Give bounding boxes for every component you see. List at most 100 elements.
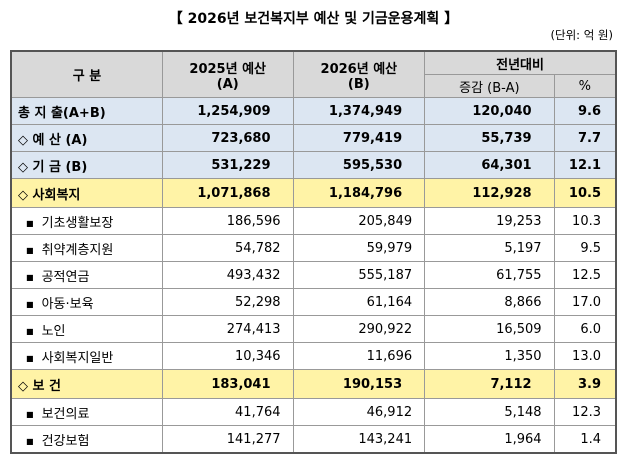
cell-value: 46,912 xyxy=(366,404,413,420)
cell-value: 5,148 xyxy=(504,404,542,420)
budget-table: 구 분 2025년 예산 (A) 2026년 예산 (B) 전년대비 증감 (B-A… xyxy=(10,50,617,454)
cell-value: 19,253 xyxy=(496,213,542,229)
table-cell: 12.5 xyxy=(553,261,617,289)
cell-value: 16,509 xyxy=(496,321,542,337)
table-cell: 112,928 xyxy=(424,178,555,208)
cell-value: 143,241 xyxy=(358,431,413,447)
cell-value: 1,964 xyxy=(504,431,542,447)
table-cell: 186,596 xyxy=(161,207,294,235)
cell-value: 183,041 xyxy=(211,376,271,392)
table-cell: 1.4 xyxy=(553,425,617,454)
table-cell: 143,241 xyxy=(292,425,426,454)
table-cell: 10,346 xyxy=(161,342,294,370)
table-cell: 190,153 xyxy=(292,369,426,399)
cell-value: 531,229 xyxy=(211,157,271,173)
cell-value: 61,164 xyxy=(366,294,413,310)
table-body: 총 지 출(A+B) 1,254,909 1,374,949 120,040 9.6 ◇ … xyxy=(10,97,617,454)
table-cell: 41,764 xyxy=(161,398,294,426)
cell-value: 3.9 xyxy=(577,376,601,392)
row-label: ◇ 보 건 xyxy=(18,378,61,394)
cell-value: 290,922 xyxy=(358,321,413,337)
table-cell: 55,739 xyxy=(424,124,555,152)
table-cell: ◇ 기 금 (B) xyxy=(10,151,163,179)
table-cell: 61,755 xyxy=(424,261,555,289)
bullet-icon: ■ xyxy=(26,436,34,446)
table-cell: ■ 사회복지일반 xyxy=(10,342,163,370)
table-cell: 3.9 xyxy=(553,369,617,399)
cell-value: 274,413 xyxy=(226,321,281,337)
cell-value: 1,071,868 xyxy=(197,185,271,201)
row-label: ◇ 기 금 (B) xyxy=(18,159,88,175)
header-cell: 구 분 xyxy=(10,50,163,98)
cell-value: 493,432 xyxy=(226,267,281,283)
table-cell: 7,112 xyxy=(424,369,555,399)
table-cell: 13.0 xyxy=(553,342,617,370)
cell-value: 112,928 xyxy=(472,185,532,201)
table-cell: ■ 기초생활보장 xyxy=(10,207,163,235)
table-row: ■ 기초생활보장 186,596 205,849 19,253 10.3 xyxy=(10,207,617,235)
header-cell: % xyxy=(553,74,617,98)
table-cell: 1,184,796 xyxy=(292,178,426,208)
table-row: 총 지 출(A+B) 1,254,909 1,374,949 120,040 9.6 xyxy=(10,97,617,125)
table-cell: 274,413 xyxy=(161,315,294,343)
table-row: ■ 노인 274,413 290,922 16,509 6.0 xyxy=(10,315,617,343)
cell-value: 10.5 xyxy=(568,185,601,201)
table-cell: 1,071,868 xyxy=(161,178,294,208)
table-cell: 5,148 xyxy=(424,398,555,426)
cell-value: 8,866 xyxy=(504,294,542,310)
table-row: ■ 공적연금 493,432 555,187 61,755 12.5 xyxy=(10,261,617,289)
cell-value: 779,419 xyxy=(342,130,403,146)
table-cell: 10.5 xyxy=(553,178,617,208)
cell-value: 11,696 xyxy=(366,348,413,364)
bullet-icon: ■ xyxy=(26,245,34,255)
table-cell: 120,040 xyxy=(424,97,555,125)
cell-value: 52,298 xyxy=(235,294,281,310)
table-cell: 723,680 xyxy=(161,124,294,152)
table-cell: 1,254,909 xyxy=(161,97,294,125)
table-cell: ◇ 예 산 (A) xyxy=(10,124,163,152)
cell-value: 9.5 xyxy=(580,240,601,256)
cell-value: 1,184,796 xyxy=(328,185,403,201)
header-text: (B) xyxy=(347,76,370,92)
cell-value: 1,350 xyxy=(504,348,542,364)
table-cell: 6.0 xyxy=(553,315,617,343)
cell-value: 6.0 xyxy=(580,321,601,337)
table-row: ■ 아동·보육 52,298 61,164 8,866 17.0 xyxy=(10,288,617,316)
cell-value: 55,739 xyxy=(481,130,532,146)
table-cell: 205,849 xyxy=(292,207,426,235)
cell-value: 120,040 xyxy=(472,103,532,119)
table-cell: 11,696 xyxy=(292,342,426,370)
table-cell: ◇ 보 건 xyxy=(10,369,163,399)
cell-value: 64,301 xyxy=(481,157,532,173)
table-cell: 7.7 xyxy=(553,124,617,152)
table-cell: 12.1 xyxy=(553,151,617,179)
table-cell: 183,041 xyxy=(161,369,294,399)
table-cell: ■ 아동·보육 xyxy=(10,288,163,316)
cell-value: 41,764 xyxy=(235,404,281,420)
table-cell: 19,253 xyxy=(424,207,555,235)
unit-note: (단위: 억 원) xyxy=(550,28,613,42)
table-cell: 9.5 xyxy=(553,234,617,262)
cell-value: 10.3 xyxy=(572,213,601,229)
table-row: ◇ 예 산 (A) 723,680 779,419 55,739 7.7 xyxy=(10,124,617,152)
table-row: ◇ 사회복지 1,071,868 1,184,796 112,928 10.5 xyxy=(10,178,617,208)
cell-value: 13.0 xyxy=(572,348,601,364)
table-cell: 9.6 xyxy=(553,97,617,125)
cell-value: 190,153 xyxy=(342,376,403,392)
table-row: ◇ 보 건 183,041 190,153 7,112 3.9 xyxy=(10,369,617,399)
cell-value: 141,277 xyxy=(226,431,281,447)
cell-value: 1,254,909 xyxy=(197,103,271,119)
cell-value: 186,596 xyxy=(226,213,281,229)
table-cell: 141,277 xyxy=(161,425,294,454)
table-row: ■ 사회복지일반 10,346 11,696 1,350 13.0 xyxy=(10,342,617,370)
table-row: ■ 건강보험 141,277 143,241 1,964 1.4 xyxy=(10,425,617,454)
table-cell: ■ 공적연금 xyxy=(10,261,163,289)
table-row: ■ 보건의료 41,764 46,912 5,148 12.3 xyxy=(10,398,617,426)
row-label: 총 지 출(A+B) xyxy=(18,105,106,121)
header-cell: 증감 (B-A) xyxy=(424,74,555,98)
table-cell: 290,922 xyxy=(292,315,426,343)
table-cell: 12.3 xyxy=(553,398,617,426)
cell-value: 7,112 xyxy=(490,376,532,392)
table-cell: 59,979 xyxy=(292,234,426,262)
table-cell: 779,419 xyxy=(292,124,426,152)
